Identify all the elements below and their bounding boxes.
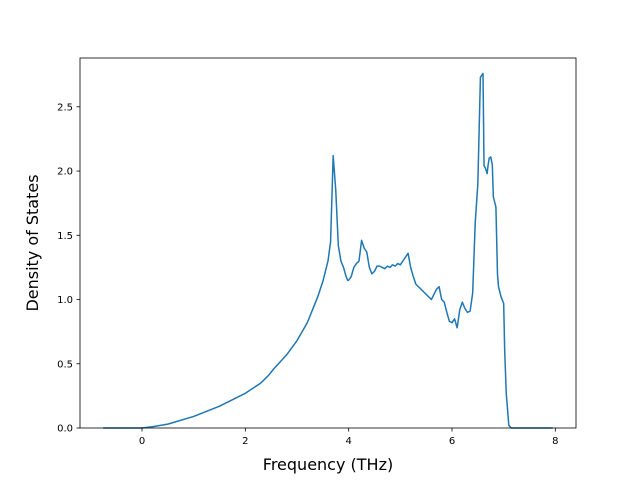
plot-frame <box>79 57 577 429</box>
x-tick-label: 2 <box>242 436 248 447</box>
y-tick-label: 0.0 <box>57 424 73 435</box>
x-axis-title: Frequency (THz) <box>263 455 393 474</box>
y-tick-label: 1.5 <box>57 231 73 242</box>
dos-line <box>103 72 553 429</box>
y-tick-label: 2.0 <box>57 167 73 178</box>
y-tick-label: 0.5 <box>57 359 73 370</box>
y-tick-label: 2.5 <box>57 102 73 113</box>
x-axis: 0 2 4 6 8 <box>139 428 559 447</box>
y-axis-title: Density of States <box>23 174 42 311</box>
x-tick-label: 0 <box>139 436 145 447</box>
x-tick-label: 4 <box>345 436 351 447</box>
y-tick-label: 1.0 <box>57 295 73 306</box>
dos-line-group <box>103 72 553 429</box>
x-tick-label: 6 <box>449 436 455 447</box>
x-tick-label: 8 <box>552 436 558 447</box>
y-axis: 0.0 0.5 1.0 1.5 2.0 2.5 <box>57 102 80 435</box>
